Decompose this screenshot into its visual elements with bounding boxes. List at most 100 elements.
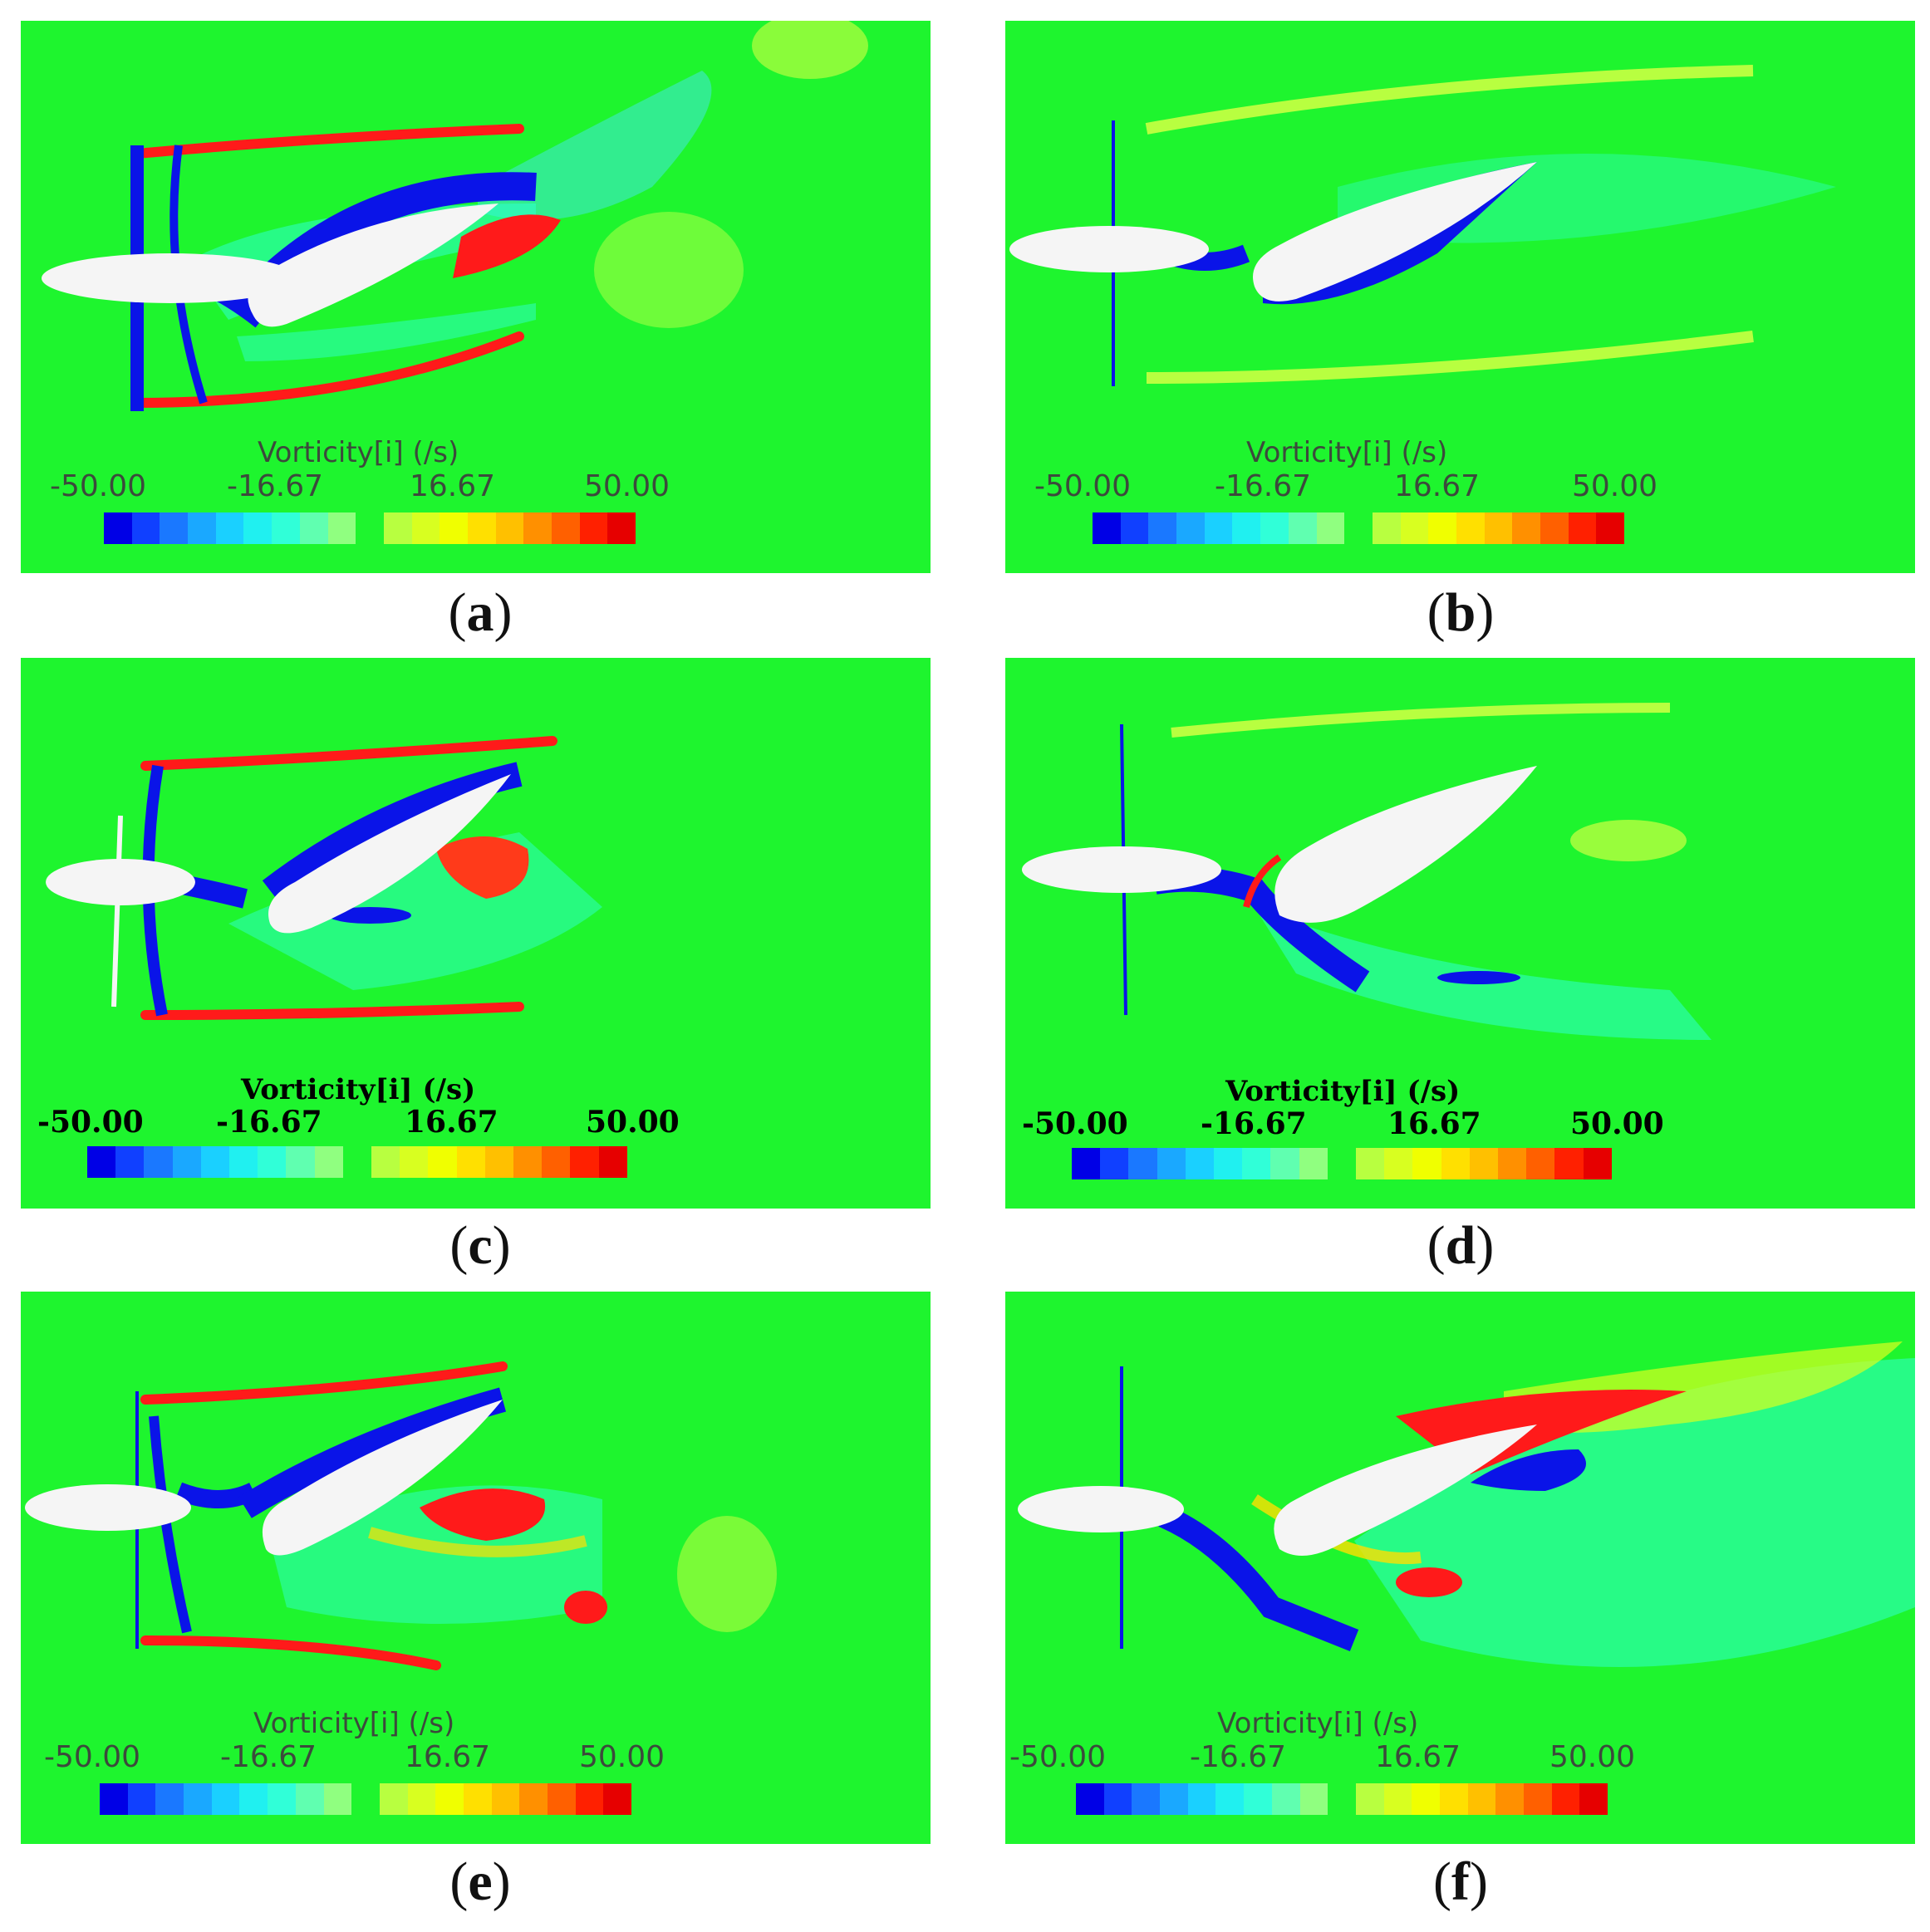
colorbar-swatch — [155, 1783, 184, 1815]
colorbar-swatch — [407, 1783, 436, 1815]
legend-title: Vorticity[i] (/s) — [1225, 1075, 1461, 1108]
colorbar-swatch — [1469, 1148, 1499, 1179]
legend-title: Vorticity[i] (/s) — [1246, 436, 1448, 469]
colorbar-swatch — [1316, 512, 1345, 544]
colorbar-swatch — [229, 1146, 258, 1178]
colorbar-swatch — [1583, 1148, 1612, 1179]
colorbar-swatch — [435, 1783, 464, 1815]
colorbar-swatch — [371, 1146, 400, 1178]
tick-label: -16.67 — [227, 469, 324, 503]
tick-label: 50.00 — [586, 1105, 680, 1140]
colorbar-swatch — [295, 1783, 324, 1815]
colorbar-swatch — [513, 1146, 543, 1178]
colorbar-legend-e: Vorticity[i] (/s) -50.00 -16.67 16.67 50… — [21, 1292, 931, 1844]
caption-d: (d) — [1427, 1215, 1495, 1276]
tick-label: 16.67 — [410, 469, 496, 503]
vorticity-field-f — [1018, 1341, 1915, 1667]
tick-label: -16.67 — [216, 1105, 322, 1140]
tick-label: -50.00 — [1034, 469, 1132, 503]
tick-label: -50.00 — [1022, 1106, 1128, 1141]
vorticity-field-d — [1022, 703, 1711, 1040]
colorbar-swatch — [1232, 512, 1261, 544]
colorbar-swatch — [519, 1783, 548, 1815]
colorbar-swatch — [1244, 1783, 1272, 1815]
colorbar-legend-d: Vorticity[i] (/s) -50.00 -16.67 16.67 50… — [1005, 658, 1915, 1209]
panel-e: Vorticity[i] (/s) -50.00 -16.67 16.67 50… — [21, 1292, 931, 1844]
colorbar-swatch — [1400, 512, 1429, 544]
colorbar-swatch — [1132, 1783, 1161, 1815]
caption-f: (f) — [1433, 1851, 1488, 1912]
legend-title: Vorticity[i] (/s) — [1217, 1707, 1419, 1740]
tick-label: -16.67 — [1190, 1740, 1287, 1774]
colorbar-swatch — [495, 512, 524, 544]
colorbar-swatch — [1372, 512, 1401, 544]
colorbar-swatch — [1103, 1783, 1132, 1815]
tick-label: -50.00 — [50, 469, 147, 503]
colorbar-swatch — [1579, 1783, 1608, 1815]
colorbar-swatch — [383, 512, 412, 544]
colorbar-swatch — [1148, 512, 1177, 544]
colorbar — [87, 1146, 627, 1178]
colorbar-gap — [351, 1783, 380, 1815]
colorbar-swatch — [1204, 512, 1233, 544]
colorbar-gap — [356, 512, 384, 544]
colorbar-swatch — [1439, 1783, 1468, 1815]
colorbar — [1072, 1148, 1612, 1179]
colorbar-swatch — [491, 1783, 520, 1815]
caption-a: (a) — [448, 582, 513, 643]
tick-label: 16.67 — [405, 1740, 491, 1774]
tick-label: 50.00 — [1572, 469, 1658, 503]
colorbar-swatch — [484, 1146, 514, 1178]
colorbar — [104, 512, 636, 544]
colorbar-swatch — [131, 512, 160, 544]
colorbar-swatch — [1270, 1148, 1299, 1179]
colorbar-swatch — [144, 1146, 173, 1178]
colorbar-swatch — [172, 1146, 201, 1178]
colorbar-swatch — [1412, 1148, 1441, 1179]
colorbar-swatch — [200, 1146, 230, 1178]
colorbar-swatch — [1456, 512, 1485, 544]
colorbar-swatch — [1214, 1148, 1243, 1179]
legend-title: Vorticity[i] (/s) — [241, 1073, 476, 1106]
legend-title: Vorticity[i] (/s) — [253, 1707, 455, 1740]
colorbar-swatch — [1271, 1783, 1300, 1815]
tick-label: 16.67 — [1375, 1740, 1461, 1774]
colorbar-swatch — [1288, 512, 1317, 544]
colorbar-swatch — [456, 1146, 485, 1178]
colorbar-swatch — [323, 1783, 352, 1815]
colorbar-swatch — [127, 1783, 156, 1815]
colorbar-swatch — [1093, 512, 1121, 544]
colorbar — [100, 1783, 632, 1815]
colorbar-swatch — [1441, 1148, 1470, 1179]
vorticity-field-b — [1009, 65, 1836, 386]
colorbar-swatch — [1215, 1783, 1245, 1815]
colorbar-swatch — [1128, 1148, 1157, 1179]
colorbar-swatch — [327, 512, 356, 544]
vorticity-field-a — [42, 21, 868, 411]
colorbar-swatch — [1495, 1783, 1524, 1815]
legend-title: Vorticity[i] (/s) — [258, 436, 459, 469]
tick-label: -50.00 — [44, 1740, 141, 1774]
colorbar-legend-a: Vorticity[i] (/s) -50.00 -16.67 16.67 50… — [21, 21, 931, 573]
colorbar-swatch — [1100, 1148, 1129, 1179]
colorbar-swatch — [160, 512, 189, 544]
colorbar-swatch — [570, 1146, 599, 1178]
colorbar-swatch — [1076, 1783, 1104, 1815]
tick-label: -16.67 — [220, 1740, 317, 1774]
colorbar — [1076, 1783, 1608, 1815]
colorbar-swatch — [428, 1146, 457, 1178]
colorbar-swatch — [411, 512, 440, 544]
colorbar-swatch — [1185, 1148, 1215, 1179]
tick-label: 50.00 — [1549, 1740, 1636, 1774]
colorbar-legend-b: Vorticity[i] (/s) -50.00 -16.67 16.67 50… — [1005, 21, 1915, 573]
colorbar-swatch — [440, 512, 468, 544]
tick-label: -16.67 — [1201, 1106, 1307, 1141]
colorbar-swatch — [215, 512, 244, 544]
colorbar-swatch — [104, 512, 132, 544]
colorbar-swatch — [548, 1783, 576, 1815]
colorbar-swatch — [575, 1783, 604, 1815]
colorbar-swatch — [1356, 1148, 1385, 1179]
colorbar-swatch — [1428, 512, 1456, 544]
tick-label: 16.67 — [1394, 469, 1481, 503]
tick-label: 16.67 — [405, 1105, 498, 1140]
